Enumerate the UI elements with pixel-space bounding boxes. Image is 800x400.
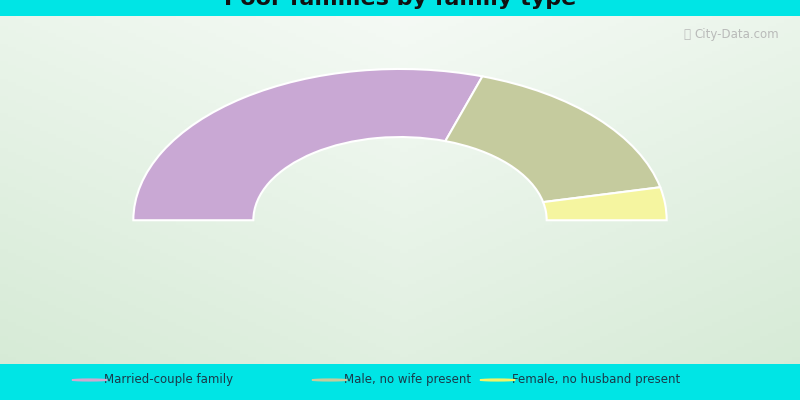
- Circle shape: [72, 379, 107, 381]
- Text: Male, no wife present: Male, no wife present: [344, 374, 471, 386]
- Wedge shape: [543, 187, 666, 220]
- Text: City-Data.com: City-Data.com: [694, 28, 778, 41]
- Text: Female, no husband present: Female, no husband present: [512, 374, 680, 386]
- Circle shape: [480, 379, 515, 381]
- Circle shape: [312, 379, 347, 381]
- Text: Married-couple family: Married-couple family: [104, 374, 233, 386]
- Wedge shape: [446, 76, 660, 202]
- Title: Poor families by family type: Poor families by family type: [224, 0, 576, 9]
- Text: ⓘ: ⓘ: [684, 28, 690, 41]
- Wedge shape: [134, 69, 482, 220]
